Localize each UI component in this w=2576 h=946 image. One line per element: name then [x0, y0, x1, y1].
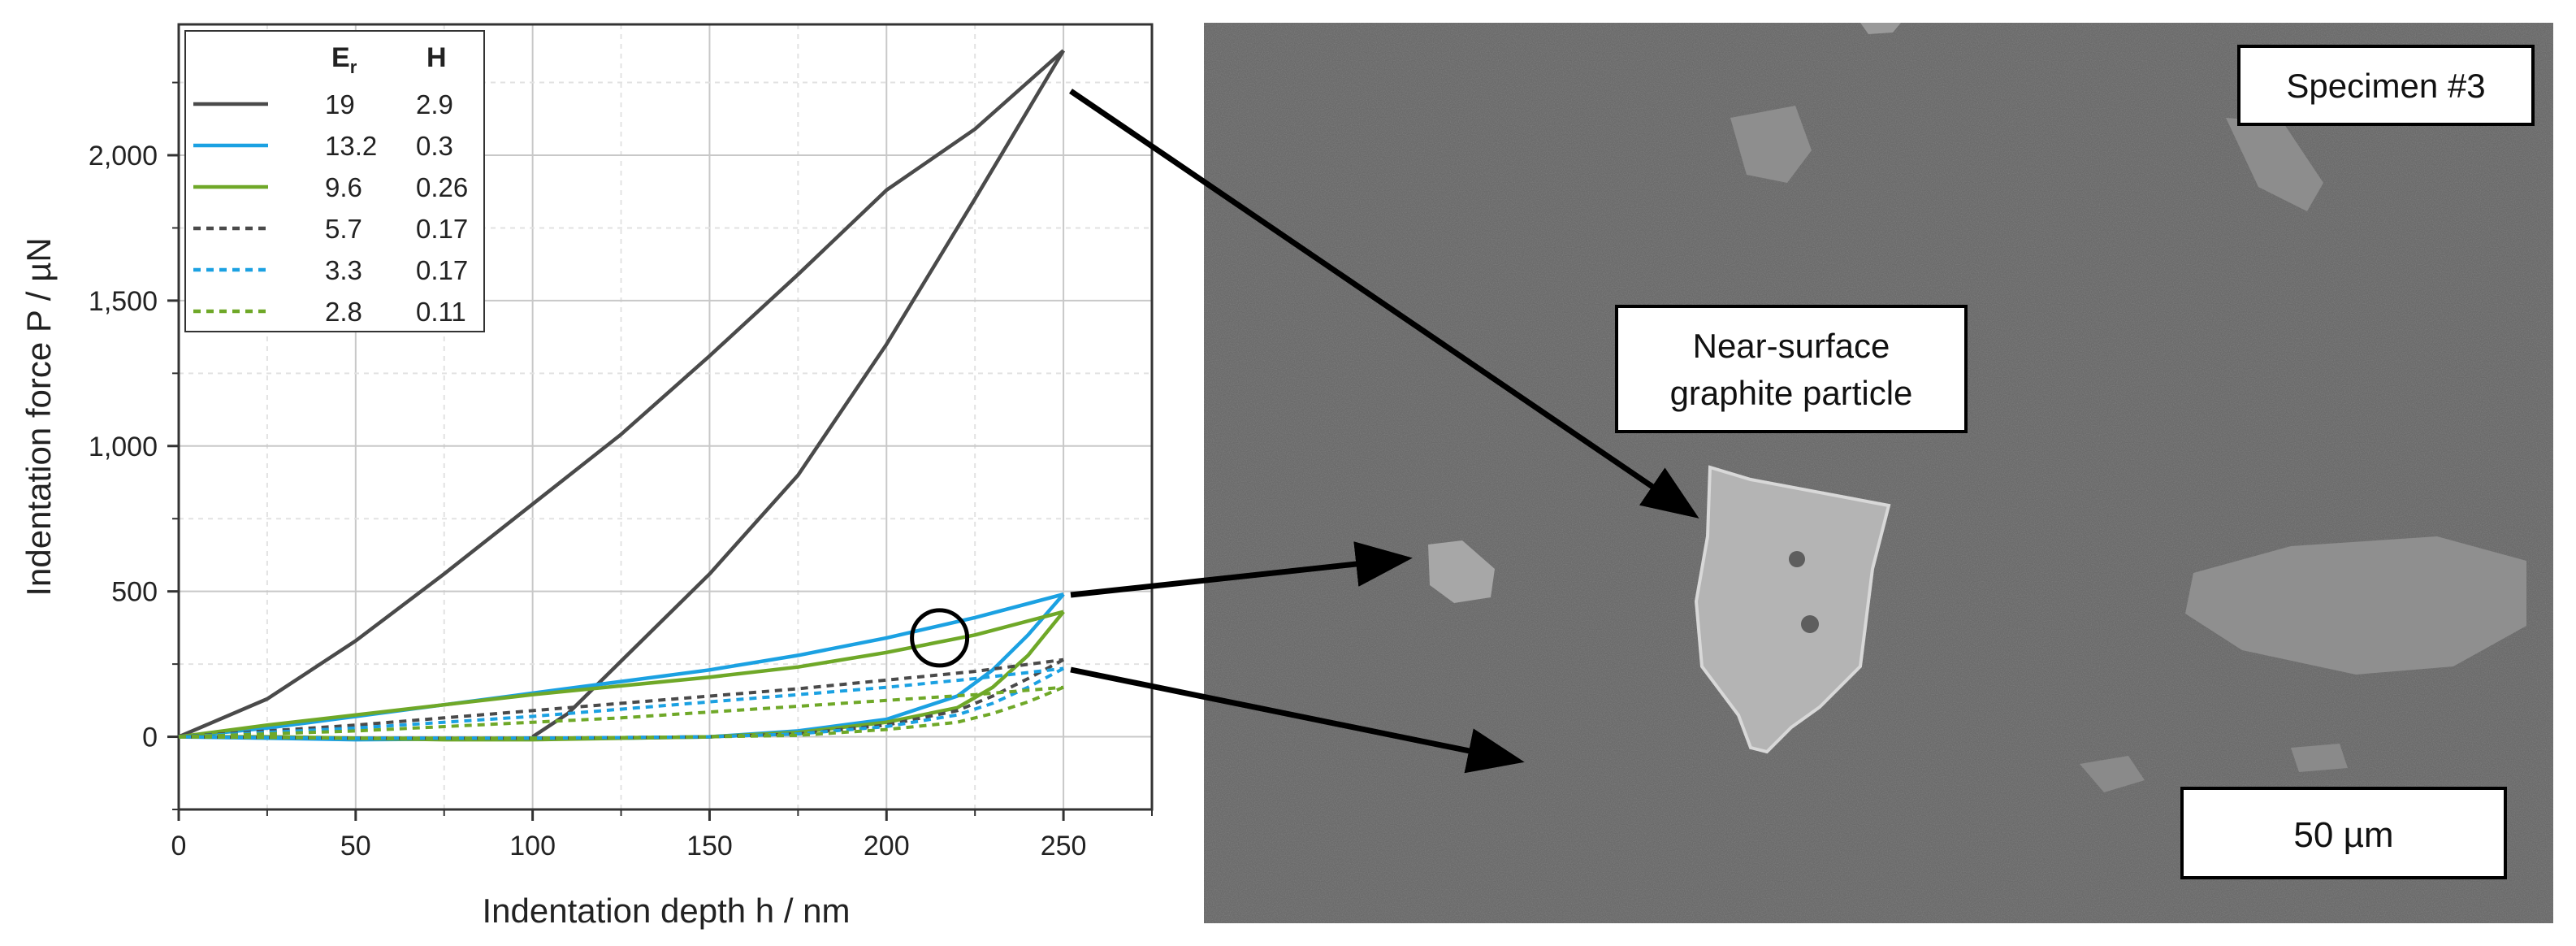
legend-h-value: 0.26 [416, 172, 468, 202]
series-19-unloading [531, 50, 1066, 739]
specimen-label: Specimen #3 [2286, 67, 2485, 105]
legend-h-value: 2.9 [416, 89, 453, 119]
legend-h-value: 0.17 [416, 255, 468, 285]
legend-header-er-main: E [331, 42, 350, 73]
scale-bar-label: 50 µm [2293, 815, 2393, 855]
series-5.7-loading [178, 657, 1064, 739]
particle-top-right [2226, 118, 2323, 211]
x-tick-label: 0 [171, 831, 187, 861]
series-2.8-unloading [178, 685, 1064, 740]
series-19-loading [178, 49, 1065, 739]
particle-label-line2: graphite particle [1670, 374, 1913, 412]
y-tick-label: 1,000 [89, 432, 158, 462]
y-tick-label: 2,000 [89, 141, 158, 171]
legend-box [184, 30, 485, 332]
legend-header-er: Er [331, 42, 357, 77]
y-tick-label: 500 [111, 577, 158, 608]
particle-small-left [1428, 540, 1495, 603]
series-13.2-loading [178, 592, 1064, 739]
legend-er-value: 2.8 [325, 297, 362, 327]
particle-large-right [2185, 536, 2526, 675]
highlight-circle [910, 608, 970, 668]
graphite-particle [1694, 465, 1891, 754]
legend-er-value: 9.6 [325, 172, 362, 202]
legend-h-value: 0.3 [416, 131, 453, 161]
specimen-label-box [2237, 45, 2535, 126]
micrograph-noise [1204, 23, 2553, 923]
legend-er-value: 3.3 [325, 255, 362, 285]
sem-micrograph: Specimen #3 Near-surface graphite partic… [1204, 23, 2553, 923]
legend-rows: 19 2.9 13.2 0.3 9.6 0.26 5.7 0.17 3.3 0.17 2.8 0.11 [193, 89, 468, 327]
arrow-graphite-subsurface [1070, 666, 1525, 774]
particle-inclusion [1789, 551, 1805, 567]
y-tick-label: 0 [142, 723, 158, 753]
legend-er-value: 5.7 [325, 214, 362, 244]
particle-small-right-2 [2291, 744, 2348, 772]
series-9.6-loading [178, 610, 1064, 739]
particle-label-line1: Near-surface [1693, 327, 1890, 365]
legend-er-value: 19 [325, 89, 355, 119]
indentation-chart: 0 500 1,000 1,500 2,000 0 50 100 150 200 250 Inde… [19, 23, 1154, 930]
x-axis-ticks: 0 50 100 150 200 250 [171, 809, 1153, 861]
legend-header-h: H [426, 42, 447, 73]
x-tick-label: 200 [864, 831, 910, 861]
particle-inclusion [1801, 615, 1819, 633]
series-layer [178, 49, 1066, 742]
arrow-hard-phase [1069, 89, 1699, 519]
particle-small-right [2080, 756, 2145, 792]
x-tick-label: 250 [1041, 831, 1087, 861]
chart-legend: Er H 19 2.9 13.2 0.3 9.6 0.26 5.7 0.17 3.3 0.17 2.… [184, 30, 485, 332]
particle-label-box [1615, 305, 1968, 433]
series-5.7-unloading [178, 657, 1065, 740]
y-axis-label: Indentation force P / µN [19, 237, 58, 596]
series-3.3-loading [178, 666, 1064, 739]
marker-layer [910, 608, 970, 668]
arrow-graphite-near-surface [1070, 541, 1413, 598]
y-tick-label: 1,500 [89, 286, 158, 317]
x-axis-label: Indentation depth h / nm [483, 892, 851, 930]
scale-bar-box [2180, 787, 2507, 879]
x-tick-label: 150 [686, 831, 733, 861]
particle-top-center [1730, 106, 1812, 183]
y-axis-ticks: 0 500 1,000 1,500 2,000 [89, 81, 179, 810]
legend-header-er-sub: r [350, 57, 357, 77]
callout-arrows [1069, 89, 1699, 774]
x-tick-label: 100 [509, 831, 556, 861]
plot-frame [177, 23, 1154, 811]
legend-h-value: 0.11 [416, 297, 466, 327]
series-2.8-loading [178, 685, 1064, 739]
legend-er-value: 13.2 [325, 131, 377, 161]
x-tick-label: 50 [340, 831, 371, 861]
particle-small-top [1860, 23, 1901, 34]
legend-h-value: 0.17 [416, 214, 468, 244]
